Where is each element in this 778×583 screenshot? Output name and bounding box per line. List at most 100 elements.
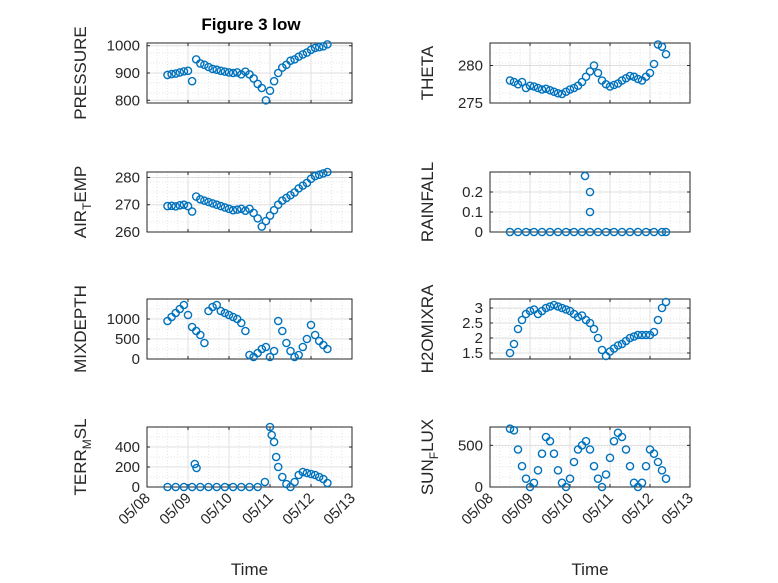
data-point [593, 474, 603, 483]
data-point [505, 348, 515, 358]
data-point [521, 474, 531, 483]
data-point [513, 324, 523, 334]
data-point [625, 71, 635, 81]
data-point [653, 315, 663, 325]
label-part: EMP [71, 166, 90, 203]
data-point [253, 482, 263, 492]
axes-frame [489, 298, 691, 360]
label-subscript: T [80, 202, 94, 210]
data-point [314, 472, 324, 482]
data-point [621, 445, 631, 454]
data-point [641, 461, 651, 471]
data-point [204, 482, 213, 492]
data-point [657, 466, 667, 475]
data-point [513, 445, 523, 454]
y-tick-label: 1000 [107, 311, 140, 328]
data-point [208, 302, 217, 312]
data-point [585, 318, 595, 328]
y-tick-label: 900 [115, 65, 140, 82]
x-tick-label: 05/10 [197, 490, 236, 529]
y-tick-label: 270 [115, 197, 140, 214]
data-point [236, 318, 246, 328]
data-point [553, 302, 563, 311]
data-point [509, 339, 519, 349]
data-point [232, 68, 242, 77]
data-point [224, 310, 234, 320]
subplot-theta: 275 280 THETA [418, 40, 691, 112]
data-point [641, 227, 651, 237]
data-point [271, 452, 281, 462]
data-point [241, 206, 250, 216]
data-point [269, 76, 279, 86]
figure-title: Figure 3 low [201, 15, 301, 34]
label-subscript: M [80, 439, 94, 449]
data-point [645, 68, 655, 78]
data-point [521, 227, 531, 237]
data-point [545, 302, 555, 311]
data-point [525, 306, 535, 316]
data-point [192, 463, 201, 473]
data-point [661, 49, 671, 59]
data-point [529, 478, 539, 488]
x-tick-label: 05/09 [498, 490, 537, 529]
data-point [593, 333, 603, 343]
y-tick-label: 1000 [107, 38, 140, 55]
axes-frame [489, 42, 691, 104]
data-point [553, 466, 563, 475]
data-point [269, 437, 279, 447]
data-point [533, 466, 543, 475]
axes-frame [146, 171, 353, 233]
data-point [245, 482, 254, 492]
data-point [298, 467, 308, 477]
data-point [302, 468, 312, 478]
data-point [633, 74, 643, 84]
data-point [323, 40, 332, 49]
data-point [537, 227, 547, 237]
data-point [294, 52, 304, 61]
y-axis-label: THETA [418, 45, 437, 100]
data-point [204, 62, 213, 72]
data-point [265, 211, 275, 220]
data-point [661, 297, 671, 307]
data-point [306, 469, 316, 479]
data-point [318, 41, 328, 51]
subplot-mixdepth: 0 500 1000 MIXDEPTH [71, 285, 353, 373]
y-tick-label: 1.5 [462, 345, 483, 362]
label-part: AIR [71, 210, 90, 238]
data-point [236, 482, 246, 492]
subplot-rainfall: 0 0.1 0.2 RAINFALL [418, 162, 691, 242]
data-point [517, 77, 527, 87]
data-point [577, 227, 587, 237]
data-point [220, 308, 230, 318]
x-axis-label: Time [231, 560, 268, 579]
data-point [569, 227, 579, 237]
x-tick-label: 05/09 [156, 490, 195, 529]
data-point [561, 227, 571, 237]
data-point [589, 461, 599, 471]
data-point [310, 330, 320, 340]
data-point [565, 474, 575, 483]
data-point [581, 72, 591, 82]
data-point [212, 482, 221, 492]
data-point [529, 227, 539, 237]
data-point [302, 334, 312, 344]
data-point [179, 200, 189, 210]
data-point [641, 330, 651, 340]
x-axis-label: Time [571, 560, 608, 579]
data-point [265, 352, 275, 362]
data-point [298, 50, 308, 59]
data-point [277, 326, 287, 336]
data-point [609, 80, 619, 90]
data-point [613, 341, 623, 350]
data-point [187, 207, 197, 216]
data-point [269, 205, 279, 215]
data-point [609, 227, 619, 237]
data-point [216, 201, 226, 211]
data-point [179, 67, 189, 76]
data-point [310, 43, 320, 53]
data-point [195, 194, 205, 204]
data-point [286, 56, 295, 66]
data-point [290, 477, 299, 487]
data-point [216, 66, 226, 76]
